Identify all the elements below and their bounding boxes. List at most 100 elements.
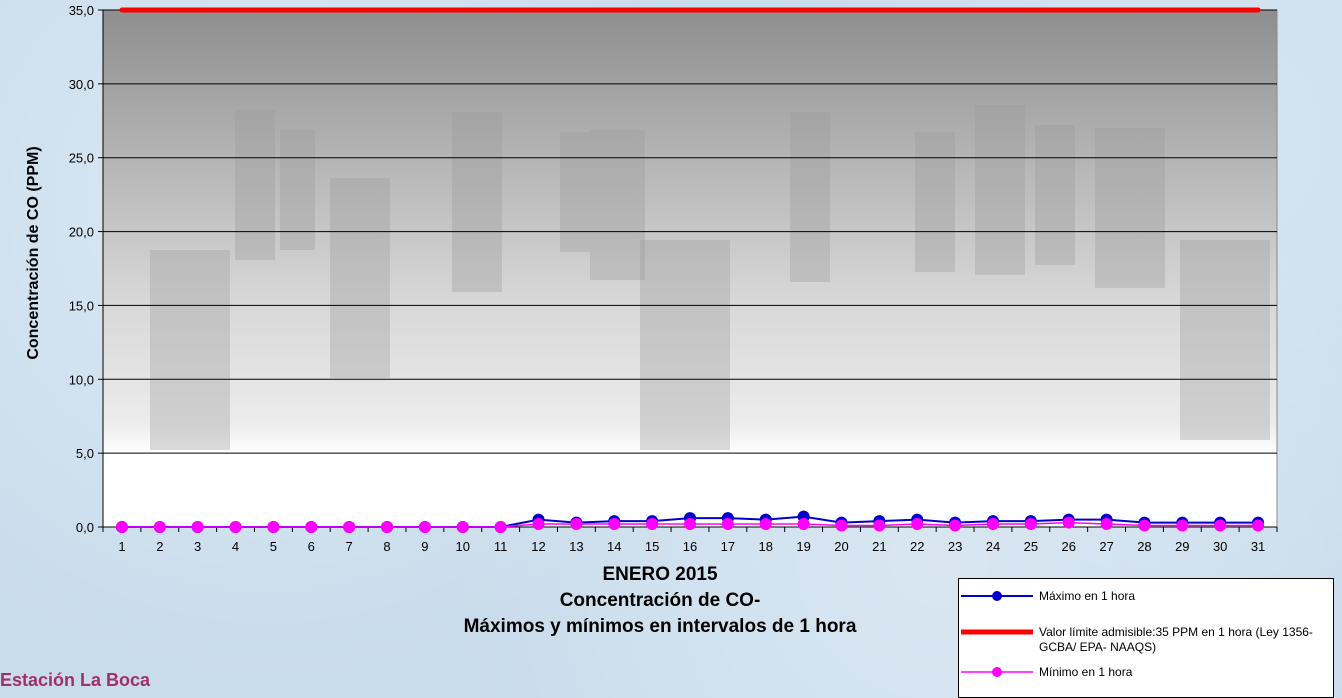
x-tick-label: 20 — [834, 539, 848, 554]
x-tick-label: 6 — [308, 539, 315, 554]
data-point-series-2 — [153, 521, 166, 533]
skyline-block — [975, 105, 1025, 275]
x-tick-label: 7 — [346, 539, 353, 554]
skyline-block — [1180, 240, 1270, 440]
legend-swatch-max — [961, 591, 1033, 601]
data-point-series-2 — [608, 518, 621, 531]
data-point-series-2 — [229, 521, 242, 533]
x-tick-label: 23 — [948, 539, 962, 554]
data-point-series-2 — [1214, 519, 1227, 532]
x-tick-label: 17 — [721, 539, 735, 554]
data-point-series-2 — [759, 518, 772, 531]
y-tick-label: 10,0 — [69, 372, 94, 387]
data-point-series-2 — [456, 521, 469, 533]
data-point-series-2 — [305, 521, 318, 533]
x-tick-label: 30 — [1213, 539, 1227, 554]
x-tick-label: 14 — [607, 539, 621, 554]
skyline-block — [330, 178, 390, 378]
x-tick-label: 12 — [531, 539, 545, 554]
data-point-series-2 — [646, 518, 659, 531]
axes: 0,05,010,015,020,025,030,035,01 2 3 4 5 6 7 8 9 1… — [69, 3, 1278, 554]
data-point-series-2 — [494, 521, 507, 533]
x-tick-label: 16 — [683, 539, 697, 554]
skyline-block — [915, 132, 955, 272]
x-tick-label: 26 — [1061, 539, 1075, 554]
legend-label-limit: Valor límite admisible:35 PPM en 1 hora … — [1039, 625, 1313, 654]
chart-subtitle-2: Máximos y mínimos en intervalos de 1 hor… — [463, 616, 857, 637]
chart-title: ENERO 2015 — [602, 564, 718, 585]
data-point-series-2 — [532, 518, 545, 531]
skyline-block — [640, 240, 730, 450]
x-tick-label: 4 — [232, 539, 239, 554]
legend-label-min: Mínimo en 1 hora — [1039, 665, 1133, 679]
y-axis-label: Concentración de CO (PPM) — [25, 146, 42, 359]
x-tick-label: 3 — [194, 539, 201, 554]
legend-swatch-min — [961, 667, 1033, 677]
data-point-series-2 — [986, 518, 999, 531]
series-layer — [115, 7, 1265, 533]
y-tick-label: 30,0 — [69, 77, 94, 92]
x-tick-label: 25 — [1024, 539, 1038, 554]
data-point-series-2 — [1062, 516, 1075, 529]
chart-subtitle-1: Concentración de CO- — [559, 590, 761, 611]
data-point-series-2 — [1024, 518, 1037, 531]
skyline-block — [590, 130, 645, 280]
skyline-block — [150, 250, 230, 450]
x-tick-label: 10 — [456, 539, 470, 554]
skyline-block — [560, 132, 590, 252]
y-tick-label: 5,0 — [76, 446, 94, 461]
y-tick-label: 15,0 — [69, 298, 94, 313]
x-tick-label: 28 — [1137, 539, 1151, 554]
y-tick-label: 0,0 — [76, 520, 94, 535]
data-point-series-2 — [343, 521, 356, 533]
data-point-series-2 — [267, 521, 280, 533]
data-point-series-2 — [191, 521, 204, 533]
x-tick-label: 2 — [156, 539, 163, 554]
plot-area — [102, 9, 1278, 528]
data-point-series-2 — [1252, 519, 1265, 532]
data-point-series-2 — [911, 518, 924, 531]
x-tick-label: 8 — [383, 539, 390, 554]
legend-swatch-limit — [961, 629, 1033, 635]
x-tick-label: 1 — [118, 539, 125, 554]
legend: Máximo en 1 hora Valor límite admisible:… — [958, 578, 1334, 698]
x-tick-label: 5 — [270, 539, 277, 554]
x-tick-label: 18 — [759, 539, 773, 554]
skyline-block — [1035, 125, 1075, 265]
data-point-series-2 — [835, 519, 848, 532]
legend-label-max: Máximo en 1 hora — [1039, 589, 1136, 603]
gridlines — [103, 9, 1277, 454]
x-tick-label: 21 — [872, 539, 886, 554]
y-tick-label: 20,0 — [69, 225, 94, 240]
skyline-block — [1095, 128, 1165, 288]
city-silhouette-decoration — [150, 105, 1270, 450]
data-point-series-2 — [115, 521, 128, 533]
data-point-series-2 — [1138, 519, 1151, 532]
data-point-series-2 — [570, 518, 583, 531]
x-tick-label: 29 — [1175, 539, 1189, 554]
x-tick-label: 15 — [645, 539, 659, 554]
skyline-block — [790, 112, 830, 282]
x-tick-label: 22 — [910, 539, 924, 554]
data-point-series-2 — [418, 521, 431, 533]
data-point-series-2 — [684, 518, 696, 531]
data-point-series-2 — [1100, 518, 1113, 531]
y-tick-label: 25,0 — [69, 151, 94, 166]
data-point-series-2 — [797, 518, 810, 531]
chart-title-block: ENERO 2015 Concentración de CO- Máximos … — [380, 562, 940, 640]
skyline-block — [452, 112, 502, 292]
data-point-series-2 — [721, 518, 734, 531]
skyline-block — [280, 130, 315, 250]
x-tick-label: 24 — [986, 539, 1000, 554]
x-tick-label: 11 — [494, 539, 508, 554]
y-tick-label: 35,0 — [69, 3, 94, 18]
x-tick-label: 31 — [1251, 539, 1265, 554]
skyline-block — [235, 110, 275, 260]
data-point-series-2 — [949, 519, 962, 532]
x-tick-label: 13 — [569, 539, 583, 554]
x-tick-label: 9 — [421, 539, 428, 554]
data-point-series-2 — [381, 521, 394, 533]
x-tick-label: 27 — [1099, 539, 1113, 554]
data-point-series-2 — [873, 519, 886, 532]
